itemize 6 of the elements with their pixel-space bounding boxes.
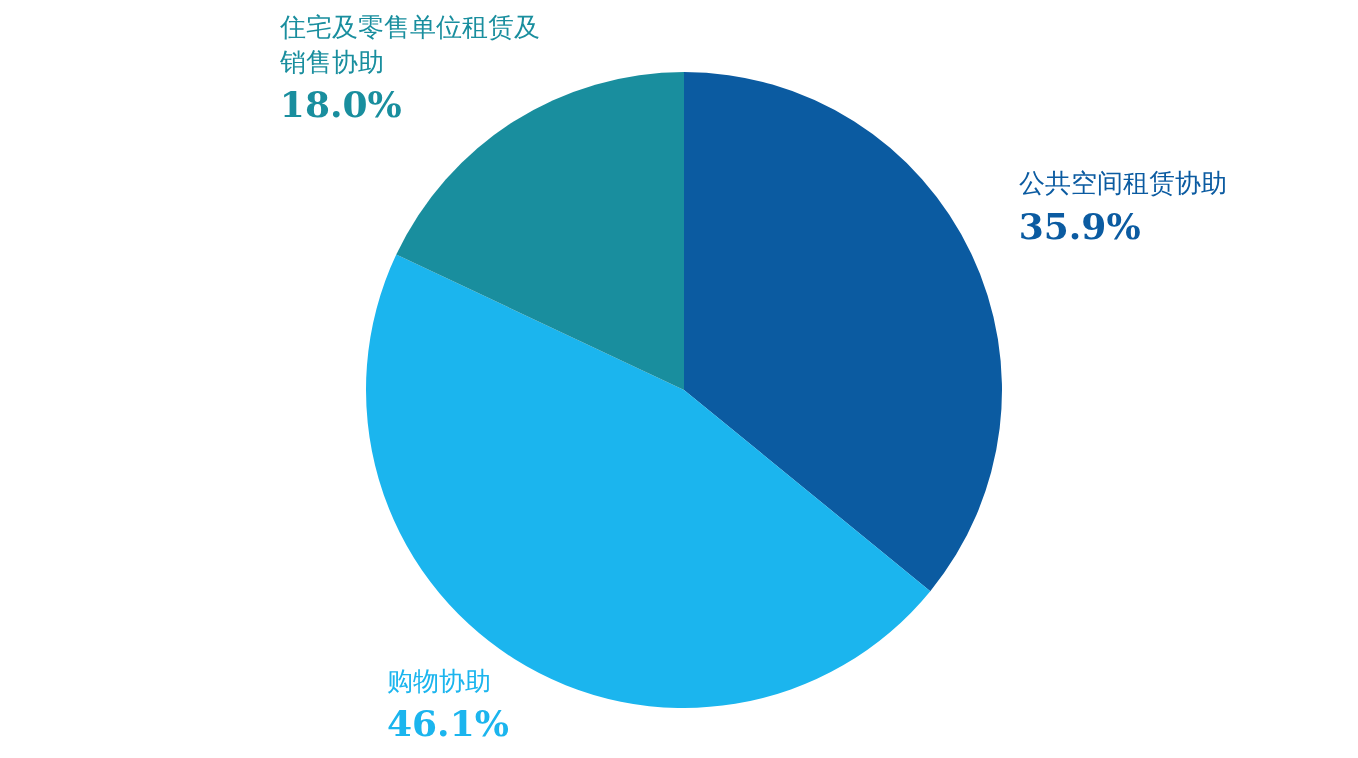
slice-label: 购物协助 [387,665,492,698]
data-label: 35.9% [1018,203,1142,249]
slice-label: 公共空间租赁协助 [1018,167,1227,201]
data-label: 18.0% [279,82,403,128]
data-label: 46.1% [387,701,509,747]
slice-label: 住宅及零售单位租赁及销售协助 [279,11,540,80]
